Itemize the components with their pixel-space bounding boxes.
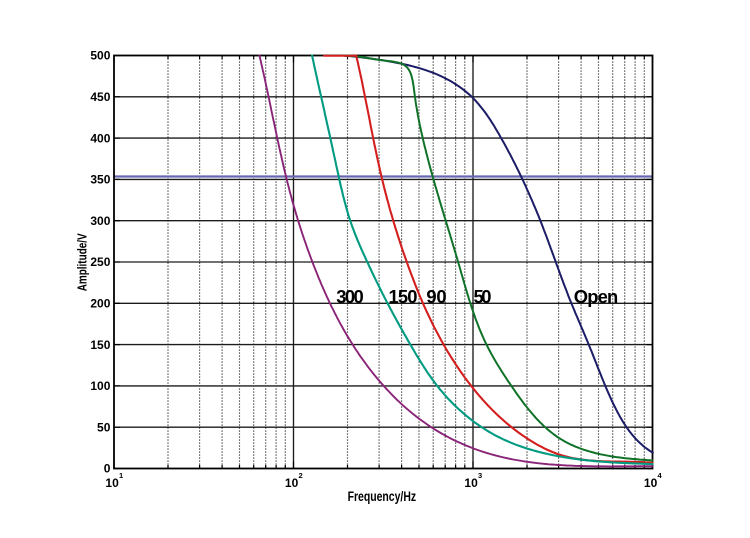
svg-text:10: 10 [644, 476, 658, 490]
svg-text:100: 100 [90, 379, 110, 393]
svg-text:90: 90 [426, 286, 446, 307]
svg-text:350: 350 [90, 173, 110, 187]
svg-text:2: 2 [299, 471, 303, 480]
svg-text:300: 300 [90, 214, 110, 228]
svg-text:150: 150 [389, 286, 418, 307]
svg-text:300: 300 [336, 286, 364, 307]
svg-text:250: 250 [90, 255, 110, 269]
svg-text:4: 4 [658, 471, 663, 480]
svg-text:10: 10 [285, 476, 299, 490]
svg-text:50: 50 [474, 286, 492, 307]
svg-text:Open: Open [574, 286, 619, 307]
svg-text:200: 200 [90, 297, 110, 311]
svg-text:150: 150 [90, 338, 110, 352]
svg-text:450: 450 [90, 90, 110, 104]
svg-text:Frequency/Hz: Frequency/Hz [348, 488, 417, 504]
svg-text:Amplitude/V: Amplitude/V [75, 233, 90, 291]
svg-text:400: 400 [90, 131, 110, 145]
svg-text:500: 500 [90, 49, 110, 63]
svg-text:1: 1 [119, 471, 123, 480]
svg-text:10: 10 [105, 476, 119, 490]
svg-text:50: 50 [97, 420, 111, 434]
svg-text:3: 3 [478, 471, 482, 480]
svg-text:0: 0 [104, 462, 111, 476]
svg-text:10: 10 [464, 476, 478, 490]
